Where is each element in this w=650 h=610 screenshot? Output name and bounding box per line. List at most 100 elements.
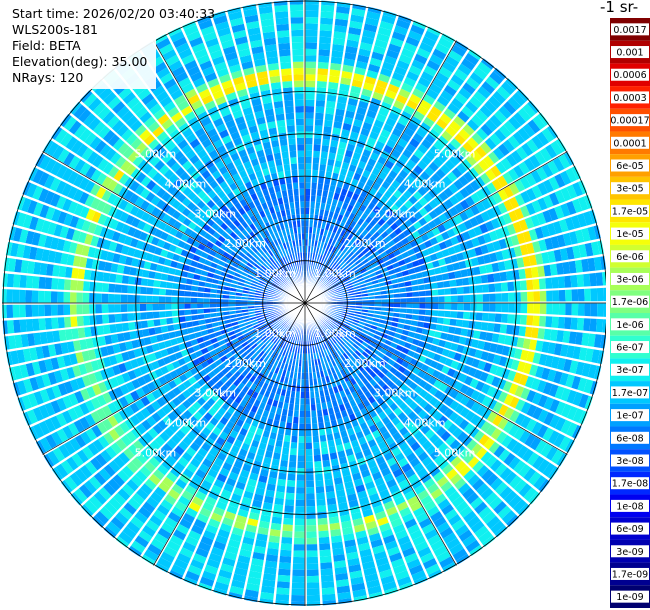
beta-cell [374,306,382,311]
beta-cell [125,381,136,393]
beta-cell [306,506,316,513]
beta-cell [493,128,507,142]
beta-cell [583,378,594,394]
beta-cell [219,213,228,223]
beta-cell [334,12,349,21]
beta-cell [488,312,496,322]
beta-cell [359,154,369,164]
beta-cell [556,262,564,275]
beta-cell [231,579,246,589]
beta-cell [73,124,87,139]
beta-cell [112,183,124,195]
beta-cell [282,524,294,532]
beta-cell [390,517,404,528]
beta-cell [235,331,243,338]
beta-cell [392,261,400,269]
beta-cell [51,278,59,290]
beta-cell [379,568,394,579]
beta-cell [357,100,369,110]
beta-cell [427,534,442,546]
beta-cell [197,447,209,458]
beta-cell [417,76,431,88]
beta-cell [480,487,494,501]
beta-cell [72,174,85,188]
beta-cell [566,200,577,215]
beta-cell [316,260,321,268]
beta-cell [149,155,161,167]
beta-cell [461,82,476,95]
beta-cell [462,345,471,355]
beta-cell [449,388,460,399]
beta-cell [63,116,77,132]
beta-cell [433,437,445,449]
beta-cell [432,337,440,346]
beta-cell [374,140,385,150]
beta-cell [536,131,550,146]
beta-cell [513,371,523,384]
beta-cell [25,275,34,289]
beta-cell [577,196,589,211]
beta-cell [387,307,394,312]
beta-cell [427,482,440,494]
beta-cell [389,37,404,48]
beta-cell [314,208,320,216]
beta-cell [402,446,414,457]
beta-cell [257,331,264,337]
beta-cell [160,349,169,358]
beta-cell [332,121,343,129]
beta-cell [406,297,413,303]
beta-cell [305,169,312,177]
beta-cell [185,321,194,329]
beta-cell [560,387,571,402]
beta-cell [262,579,276,588]
beta-cell [466,439,478,451]
beta-cell [144,461,157,473]
beta-cell [363,358,372,366]
beta-cell [385,49,400,60]
beta-cell [204,313,211,319]
beta-cell [325,257,331,265]
beta-cell [358,244,366,252]
beta-cell [558,218,569,233]
beta-cell [528,471,542,486]
beta-cell [58,329,67,342]
beta-cell [507,96,521,111]
beta-cell [336,95,348,104]
beta-cell [339,318,346,323]
beta-cell [279,421,287,429]
beta-cell [102,324,111,335]
beta-cell [330,419,338,428]
beta-cell [321,447,329,455]
beta-cell [281,530,293,538]
beta-cell [385,138,397,149]
beta-cell [325,375,331,383]
beta-cell [389,366,398,375]
beta-cell [210,512,223,523]
beta-cell [138,231,148,242]
beta-cell [92,102,107,116]
beta-cell [106,115,120,129]
beta-cell [516,256,525,268]
beta-cell [138,506,152,519]
beta-cell [309,378,314,386]
beta-cell [514,347,523,360]
beta-cell [39,262,48,276]
beta-cell [176,262,184,271]
beta-cell [336,249,342,257]
beta-cell [319,549,332,557]
beta-cell [166,438,178,450]
beta-cell [577,377,588,392]
beta-cell [125,133,138,146]
beta-cell [310,397,316,405]
beta-cell [361,377,369,385]
beta-cell [440,332,448,340]
beta-cell [533,303,541,314]
beta-cell [230,445,241,454]
beta-cell [320,4,335,13]
beta-cell [318,36,332,44]
beta-cell [339,77,352,86]
beta-cell [112,474,126,488]
beta-cell [280,362,286,370]
beta-cell [392,316,400,323]
beta-cell [461,435,473,447]
